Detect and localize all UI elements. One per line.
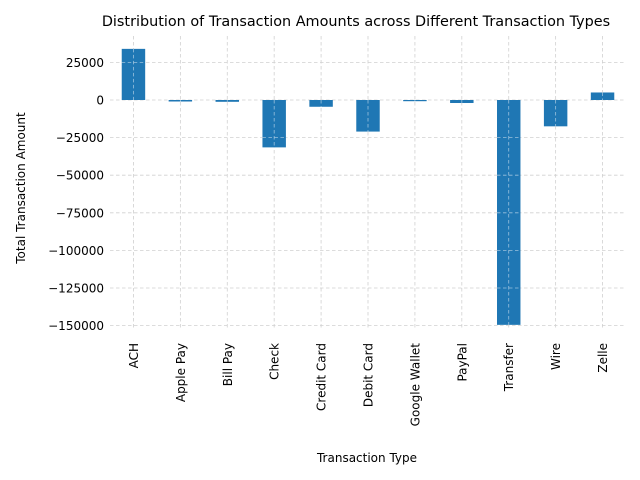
x-tick-label: Transfer xyxy=(502,343,516,392)
x-tick-label: Google Wallet xyxy=(408,343,422,427)
y-tick-label: 25000 xyxy=(66,56,104,70)
bar-check xyxy=(262,100,286,148)
x-tick-label: ACH xyxy=(127,343,141,368)
y-tick-label: −100000 xyxy=(48,244,104,258)
y-tick-label: −25000 xyxy=(56,131,104,145)
x-gridlines xyxy=(133,36,603,330)
y-axis-ticks: 25000 0 −25000 −50000 −75000 −100000 −125000 −1… xyxy=(48,56,104,333)
bar-overlay-gridlines xyxy=(121,48,603,325)
y-tick-label: −75000 xyxy=(56,206,104,220)
y-tick-label: −150000 xyxy=(48,319,104,333)
x-axis-ticks: ACH Apple Pay Bill Pay Check Credit Card Debi… xyxy=(127,343,610,427)
x-axis-label: Transaction Type xyxy=(316,451,417,465)
x-tick-label: Zelle xyxy=(596,343,610,373)
x-tick-label: Debit Card xyxy=(362,343,376,407)
x-tick-label: Check xyxy=(268,343,282,380)
x-tick-label: Bill Pay xyxy=(221,343,235,386)
x-tick-label: Wire xyxy=(549,343,563,370)
y-axis-label: Total Transaction Amount xyxy=(14,112,28,265)
x-tick-label: Credit Card xyxy=(315,343,329,411)
y-tick-label: 0 xyxy=(96,94,104,108)
x-tick-label: PayPal xyxy=(455,343,469,382)
bar-zelle xyxy=(590,92,615,100)
y-tick-label: −125000 xyxy=(48,282,104,296)
bar-transfer xyxy=(497,100,521,325)
chart-title: Distribution of Transaction Amounts acro… xyxy=(102,14,610,30)
y-tick-label: −50000 xyxy=(56,169,104,183)
bar-debit-card xyxy=(356,100,380,132)
x-tick-label: Apple Pay xyxy=(174,343,188,402)
